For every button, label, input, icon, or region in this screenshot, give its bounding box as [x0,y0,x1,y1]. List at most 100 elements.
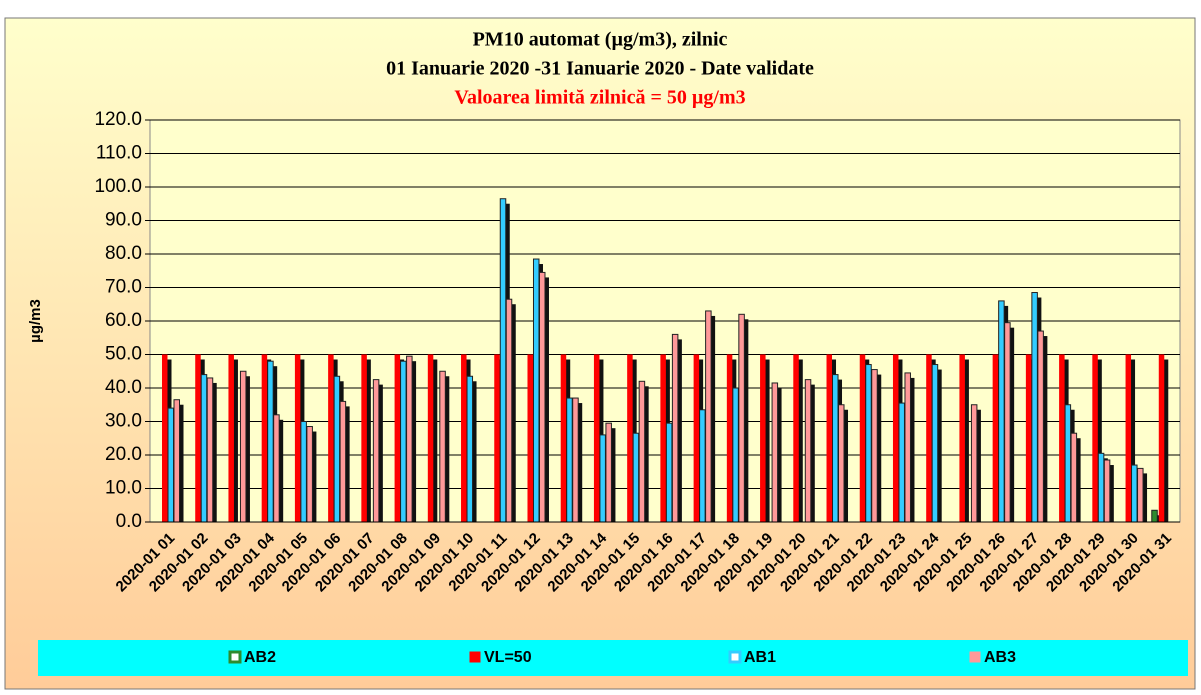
bar [466,375,474,523]
bar [1092,354,1098,522]
bar-shadow [875,374,882,522]
bar [505,298,513,523]
bar [339,400,347,523]
legend-swatch [469,651,481,663]
bar [394,354,401,522]
bar [660,354,666,522]
y-tick-label: 80.0 [105,243,142,264]
y-tick-label: 0.0 [116,511,142,532]
bar [267,360,274,523]
bar [632,432,640,523]
bar-shadow [1108,465,1114,522]
chart-title: PM10 automat (µg/m3), zilnic [473,29,728,51]
bar [532,258,540,523]
bar-shadow [211,382,217,522]
legend-label: AB1 [744,649,776,666]
legend-label: AB3 [984,649,1016,666]
bar [206,377,214,523]
bar-shadow [1155,515,1162,522]
bar [1097,452,1105,523]
bar [892,354,899,522]
bar-shadow [344,406,350,522]
bar [638,380,646,523]
bar [1037,330,1044,523]
bar [826,354,833,522]
bar [1103,459,1111,523]
bar [1064,404,1072,523]
bar [328,354,334,522]
bar [865,364,872,523]
bar [593,354,600,522]
bar [372,379,380,523]
annotation: Valoarea limită zilnică = 50 µg/m3 [454,87,745,109]
bar [527,354,533,522]
bar [306,426,313,523]
y-tick-label: 10.0 [105,478,142,499]
bar [566,397,573,523]
bar [1158,354,1165,522]
bar [970,404,978,523]
bar-shadow [277,419,284,522]
bar [1025,354,1032,522]
bar-shadow [232,359,238,522]
bar [167,407,174,523]
bar [427,354,434,522]
bar-shadow [609,428,616,522]
bar-shadow [776,387,782,522]
bar-shadow [1008,327,1015,522]
bar-shadow [742,319,749,522]
y-tick-label: 120.0 [94,109,142,130]
bar-shadow [310,431,317,522]
bar-shadow [1075,438,1081,522]
bar [904,372,911,523]
bar [998,300,1005,523]
legend-swatch [228,650,242,664]
bar [439,370,446,523]
legend-label: VL=50 [484,649,532,666]
bar-shadow [1162,359,1169,522]
bar-shadow [1041,336,1048,522]
bar [738,313,745,523]
bar [871,369,878,523]
y-axis-label: µg/m3 [27,299,44,343]
bar [173,399,180,523]
bar [361,354,367,522]
chart-subtitle: 01 Ianuarie 2020 -31 Ianuarie 2020 - Dat… [386,58,814,80]
bar [406,355,413,523]
bar [572,397,579,523]
bar [627,354,633,522]
bar-shadow [908,377,915,522]
bar [333,375,341,523]
bar [804,379,812,523]
bar-shadow [365,359,371,522]
bar [499,198,507,523]
bar [838,404,845,523]
bar [294,354,301,522]
y-tick-label: 90.0 [105,210,142,231]
bar [538,271,546,523]
legend-swatch [728,650,742,664]
bar [200,374,208,523]
bar [1125,354,1132,522]
bar [898,402,905,523]
bar [1070,432,1078,523]
bar [273,414,280,523]
bar-shadow [936,369,942,522]
bar-shadow [676,339,682,522]
bar-shadow [797,359,803,522]
bar [732,387,739,523]
bar [239,370,247,523]
bar [992,354,999,522]
bar [671,333,679,523]
bar-shadow [178,404,184,522]
bar [931,364,939,523]
bar [461,354,467,522]
bar [705,310,712,523]
bar-shadow [1141,473,1148,522]
bar-shadow [410,361,417,522]
legend-label: AB2 [244,649,276,666]
bar [693,354,700,522]
bar [261,354,268,522]
bar-shadow [510,304,516,522]
